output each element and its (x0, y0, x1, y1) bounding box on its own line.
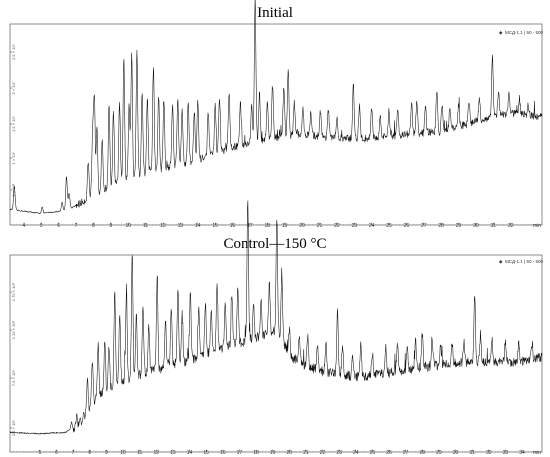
x-tick-label: 32 (486, 450, 492, 456)
legend-control: ◆ MCД-1.1 | 50 - 500 (499, 259, 543, 264)
x-tick-label: 15 (212, 223, 218, 229)
x-tick-label: 23 (351, 223, 357, 229)
x-tick-label: 12 (160, 223, 166, 229)
x-tick-label: 22 (320, 450, 326, 456)
x-tick-label: 11 (143, 223, 148, 229)
x-tick-label: 10 (125, 223, 131, 229)
x-tick-label: 13 (170, 450, 176, 456)
x-tick-label: 25 (386, 223, 392, 229)
x-tick-label: 11 (137, 450, 142, 456)
x-tick-label: 5 (40, 223, 43, 229)
y-tick-label: 1 × 10⁷ (11, 151, 16, 164)
x-tick-label: 7 (75, 223, 78, 229)
plot-frame-initial (9, 23, 543, 226)
x-tick-label: 29 (456, 223, 462, 229)
x-tick-label: 8 (92, 223, 95, 229)
x-tick-label: 8 (88, 450, 91, 456)
y-tick-label: 2.5 × 10⁷ (11, 43, 16, 60)
y-tick-label: 1.5 × 10⁷ (11, 115, 16, 132)
legend-label-initial: MCД-1.1 | 50 - 500 (505, 30, 543, 35)
x-tick-label: 22 (334, 223, 340, 229)
chart-title-control: Control—150 °C (223, 236, 326, 252)
y-tick-label: 7.5 × 10⁵ (11, 370, 16, 387)
x-tick-label: 21 (317, 223, 323, 229)
x-tick-label: 6 (55, 450, 58, 456)
x-tick-label: 4 (23, 223, 26, 229)
x-tick-label: 20 (287, 450, 293, 456)
x-tick-label: 13 (178, 223, 184, 229)
x-tick-label: 28 (420, 450, 426, 456)
x-tick-label: 14 (195, 223, 201, 229)
x-tick-label: 20 (299, 223, 305, 229)
x-tick-label: 23 (336, 450, 342, 456)
x-tick-label: 26 (386, 450, 392, 456)
x-tick-label: 33 (503, 450, 509, 456)
series-line-initial (9, 0, 543, 214)
x-tick-label: 7 (72, 450, 75, 456)
x-tick-label: 26 (404, 223, 410, 229)
x-tick-label: 34 (519, 450, 525, 456)
y-tick-label: 2.5 × 10⁵ (11, 420, 16, 437)
x-tick-label: 19 (282, 223, 288, 229)
x-tick-label: 5 (39, 450, 42, 456)
x-tick-label: 16 (220, 450, 226, 456)
x-tick-label: 25 (370, 450, 376, 456)
series-line-control (9, 200, 543, 435)
x-tick-label: 17 (237, 450, 243, 456)
x-tick-label: 9 (105, 450, 108, 456)
x-tick-label: 10 (120, 450, 126, 456)
x-tick-label: 18 (265, 223, 271, 229)
x-unit-label: min (533, 223, 541, 229)
x-axis-control: 5 6 7 8 9 10 11 12 13 14 15 16 17 18 19 20 21 22 23 24 25 26 2… (9, 449, 543, 456)
x-tick-label: 15 (203, 450, 209, 456)
x-tick-label: 18 (253, 450, 259, 456)
legend-initial: ◆ MCД-1.1 | 50 - 500 (499, 30, 543, 35)
x-tick-label: 12 (154, 450, 160, 456)
x-tick-label: 9 (109, 223, 112, 229)
chart-initial: Initial 5 × 10⁶ 1 × 10⁷ 1.5 × 10⁷ 2 × 10⁷ 2.… (9, 0, 543, 229)
y-tick-label: 2 × 10⁷ (11, 81, 16, 94)
chart-control: Control—150 °C 2.5 × 10⁵ 7.5 × 10⁵ 1.25 × … (9, 200, 543, 456)
x-tick-label: 24 (353, 450, 359, 456)
x-tick-label: 27 (421, 223, 427, 229)
legend-label-control: MCД-1.1 | 50 - 500 (505, 259, 543, 264)
x-tick-label: 24 (369, 223, 375, 229)
x-tick-label: 17 (247, 223, 253, 229)
x-tick-label: 28 (438, 223, 444, 229)
x-tick-label: 21 (303, 450, 309, 456)
x-axis-initial: 4 5 6 7 8 9 10 11 12 13 14 15 16 17 18 19 20 21 22 23 24 25 26… (9, 222, 543, 229)
y-tick-label: 1.25 × 10⁶ (11, 320, 16, 339)
x-tick-label: 32 (508, 223, 514, 229)
x-tick-label: 14 (187, 450, 193, 456)
x-tick-label: 30 (453, 450, 459, 456)
x-tick-label: 19 (270, 450, 276, 456)
y-axis-control: 2.5 × 10⁵ 7.5 × 10⁵ 1.25 × 10⁶ 1.75 × 10⁶ (10, 282, 16, 436)
y-tick-label: 5 × 10⁶ (11, 183, 16, 196)
x-tick-label: 29 (436, 450, 442, 456)
y-tick-label: 1.75 × 10⁶ (11, 282, 16, 301)
legend-marker-initial: ◆ (499, 30, 503, 35)
legend-marker-control: ◆ (499, 259, 503, 264)
x-tick-label: 30 (473, 223, 479, 229)
x-unit-label: min (533, 450, 541, 456)
y-axis-initial: 5 × 10⁶ 1 × 10⁷ 1.5 × 10⁷ 2 × 10⁷ 2.5 × 10⁷ (10, 43, 16, 196)
x-tick-label: 31 (469, 450, 475, 456)
x-tick-label: 6 (57, 223, 60, 229)
chart-title-initial: Initial (257, 5, 293, 21)
x-tick-label: 16 (230, 223, 236, 229)
x-tick-label: 31 (491, 223, 497, 229)
x-tick-label: 27 (403, 450, 409, 456)
